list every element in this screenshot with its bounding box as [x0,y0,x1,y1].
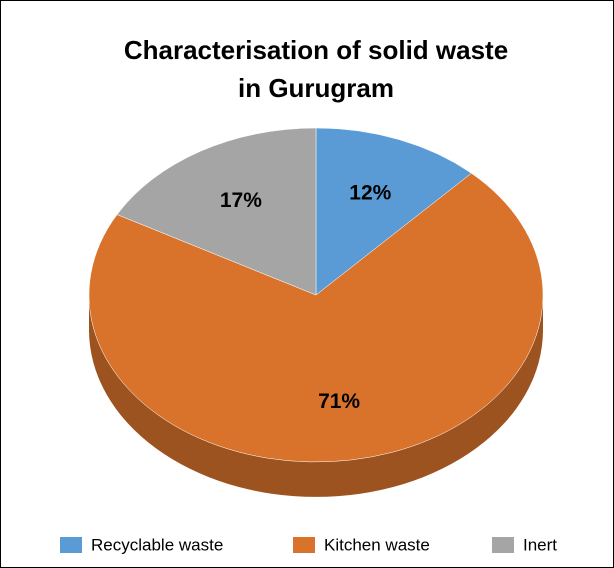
pie-slice [116,127,317,296]
legend-label: Kitchen waste [324,535,430,554]
pie-slice [88,172,544,463]
chart-title: in Gurugram [238,73,394,103]
legend-swatch [60,537,82,553]
legend-swatch [293,537,315,553]
pie-side [89,295,543,497]
data-label: 71% [318,390,360,413]
legend-swatch [492,537,514,553]
data-label: 12% [349,182,391,205]
data-label: 17% [220,189,262,212]
legend-label: Inert [523,535,557,554]
legend-label: Recyclable waste [91,535,223,554]
pie-slice [315,127,472,296]
chart-title: Characterisation of solid waste [124,35,508,65]
